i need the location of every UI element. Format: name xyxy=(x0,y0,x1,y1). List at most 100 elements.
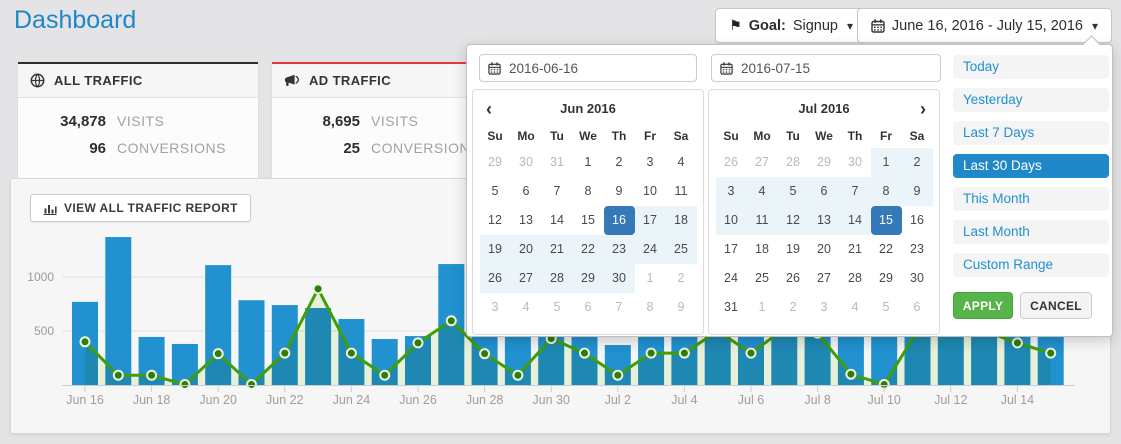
range-option-last-month[interactable]: Last Month xyxy=(953,220,1109,244)
day-cell-jun-18[interactable]: 18 xyxy=(665,206,697,235)
day-cell-jul-5[interactable]: 5 xyxy=(882,300,890,314)
day-cell-jun-30[interactable]: 30 xyxy=(519,155,533,169)
day-cell-jun-6[interactable]: 6 xyxy=(522,184,530,198)
chevron-right-icon[interactable]: › xyxy=(920,99,926,119)
day-cell-jun-6[interactable]: 6 xyxy=(584,300,592,314)
day-cell-jul-6[interactable]: 6 xyxy=(913,300,921,314)
day-cell-jun-12[interactable]: 12 xyxy=(488,213,502,227)
day-cell-jun-29[interactable]: 29 xyxy=(572,264,604,293)
chevron-left-icon[interactable]: ‹ xyxy=(486,99,492,119)
day-cell-jun-15[interactable]: 15 xyxy=(581,213,595,227)
day-cell-jun-2[interactable]: 2 xyxy=(615,155,623,169)
day-cell-jun-9[interactable]: 9 xyxy=(677,300,685,314)
apply-button[interactable]: APPLY xyxy=(953,292,1013,319)
day-cell-jul-15[interactable]: 15 xyxy=(870,206,902,235)
day-cell-jul-29[interactable]: 29 xyxy=(817,155,831,169)
day-cell-jun-26[interactable]: 26 xyxy=(479,264,511,293)
day-cell-jul-14[interactable]: 14 xyxy=(839,206,871,235)
day-cell-jul-24[interactable]: 24 xyxy=(724,271,738,285)
day-cell-jun-4[interactable]: 4 xyxy=(522,300,530,314)
day-cell-jul-8[interactable]: 8 xyxy=(870,177,902,206)
day-cell-jul-1[interactable]: 1 xyxy=(870,148,902,177)
day-cell-jun-22[interactable]: 22 xyxy=(572,235,604,264)
day-cell-jul-3[interactable]: 3 xyxy=(820,300,828,314)
range-option-custom-range[interactable]: Custom Range xyxy=(953,253,1109,277)
range-option-last-7-days[interactable]: Last 7 Days xyxy=(953,121,1109,145)
day-cell-jun-1[interactable]: 1 xyxy=(584,155,592,169)
day-cell-jul-23[interactable]: 23 xyxy=(910,242,924,256)
day-cell-jun-7[interactable]: 7 xyxy=(615,300,623,314)
day-cell-jul-27[interactable]: 27 xyxy=(755,155,769,169)
day-cell-jun-25[interactable]: 25 xyxy=(665,235,697,264)
day-cell-jul-17[interactable]: 17 xyxy=(724,242,738,256)
day-cell-jun-29[interactable]: 29 xyxy=(488,155,502,169)
day-cell-jun-2[interactable]: 2 xyxy=(677,271,685,285)
day-cell-jun-16[interactable]: 16 xyxy=(603,206,635,235)
day-cell-jun-9[interactable]: 9 xyxy=(615,184,623,198)
day-cell-jun-20[interactable]: 20 xyxy=(510,235,542,264)
day-cell-jun-5[interactable]: 5 xyxy=(491,184,499,198)
range-option-last-30-days[interactable]: Last 30 Days xyxy=(953,154,1109,178)
day-cell-jul-27[interactable]: 27 xyxy=(817,271,831,285)
day-cell-jul-1[interactable]: 1 xyxy=(758,300,766,314)
day-cell-jul-28[interactable]: 28 xyxy=(848,271,862,285)
day-cell-jun-1[interactable]: 1 xyxy=(646,271,654,285)
range-option-yesterday[interactable]: Yesterday xyxy=(953,88,1109,112)
day-cell-jul-31[interactable]: 31 xyxy=(724,300,738,314)
day-cell-jun-19[interactable]: 19 xyxy=(479,235,511,264)
day-cell-jul-29[interactable]: 29 xyxy=(879,271,893,285)
day-cell-jul-22[interactable]: 22 xyxy=(879,242,893,256)
day-cell-jun-3[interactable]: 3 xyxy=(646,155,654,169)
day-cell-jul-9[interactable]: 9 xyxy=(901,177,933,206)
day-cell-jul-26[interactable]: 26 xyxy=(786,271,800,285)
day-cell-jul-30[interactable]: 30 xyxy=(910,271,924,285)
day-cell-jul-18[interactable]: 18 xyxy=(755,242,769,256)
day-cell-jul-2[interactable]: 2 xyxy=(901,148,933,177)
day-cell-jun-3[interactable]: 3 xyxy=(491,300,499,314)
day-cell-jul-7[interactable]: 7 xyxy=(839,177,871,206)
day-cell-jun-4[interactable]: 4 xyxy=(677,155,685,169)
day-cell-jun-10[interactable]: 10 xyxy=(643,184,657,198)
end-date-input[interactable] xyxy=(739,59,940,77)
day-cell-jun-14[interactable]: 14 xyxy=(550,213,564,227)
day-cell-jul-10[interactable]: 10 xyxy=(715,206,747,235)
day-cell-jun-13[interactable]: 13 xyxy=(519,213,533,227)
day-cell-jul-30[interactable]: 30 xyxy=(848,155,862,169)
day-cell-jun-31[interactable]: 31 xyxy=(550,155,564,169)
day-cell-jul-21[interactable]: 21 xyxy=(848,242,862,256)
day-cell-jul-16[interactable]: 16 xyxy=(910,213,924,227)
day-cell-jun-24[interactable]: 24 xyxy=(634,235,666,264)
view-all-traffic-report-button[interactable]: VIEW ALL TRAFFIC REPORT xyxy=(30,194,251,222)
start-date-input[interactable] xyxy=(507,59,696,77)
day-cell-jul-26[interactable]: 26 xyxy=(724,155,738,169)
day-cell-jun-11[interactable]: 11 xyxy=(674,184,688,198)
day-cell-jun-23[interactable]: 23 xyxy=(603,235,635,264)
day-cell-jun-8[interactable]: 8 xyxy=(584,184,592,198)
day-cell-jul-6[interactable]: 6 xyxy=(808,177,840,206)
day-cell-jul-4[interactable]: 4 xyxy=(851,300,859,314)
date-range-button[interactable]: June 16, 2016 - July 15, 2016 ▾ xyxy=(856,8,1112,43)
cancel-button[interactable]: CANCEL xyxy=(1020,292,1092,319)
goal-selector-button[interactable]: ⚑ Goal: Signup ▾ xyxy=(715,8,867,43)
day-cell-jun-7[interactable]: 7 xyxy=(553,184,561,198)
day-cell-jul-2[interactable]: 2 xyxy=(789,300,797,314)
all-traffic-card[interactable]: ALL TRAFFIC 34,878 VISITS 96 CONVERSIONS xyxy=(18,62,258,179)
day-cell-jul-13[interactable]: 13 xyxy=(808,206,840,235)
day-cell-jun-17[interactable]: 17 xyxy=(634,206,666,235)
range-option-this-month[interactable]: This Month xyxy=(953,187,1109,211)
day-cell-jul-4[interactable]: 4 xyxy=(746,177,778,206)
day-cell-jul-3[interactable]: 3 xyxy=(715,177,747,206)
day-cell-jul-28[interactable]: 28 xyxy=(786,155,800,169)
day-cell-jun-27[interactable]: 27 xyxy=(510,264,542,293)
day-cell-jul-20[interactable]: 20 xyxy=(817,242,831,256)
day-cell-jun-8[interactable]: 8 xyxy=(646,300,654,314)
day-cell-jul-25[interactable]: 25 xyxy=(755,271,769,285)
day-cell-jun-21[interactable]: 21 xyxy=(541,235,573,264)
day-cell-jun-30[interactable]: 30 xyxy=(603,264,635,293)
day-cell-jun-5[interactable]: 5 xyxy=(553,300,561,314)
day-cell-jul-11[interactable]: 11 xyxy=(746,206,778,235)
day-cell-jul-12[interactable]: 12 xyxy=(777,206,809,235)
range-option-today[interactable]: Today xyxy=(953,55,1109,79)
day-cell-jul-5[interactable]: 5 xyxy=(777,177,809,206)
day-cell-jul-19[interactable]: 19 xyxy=(786,242,800,256)
